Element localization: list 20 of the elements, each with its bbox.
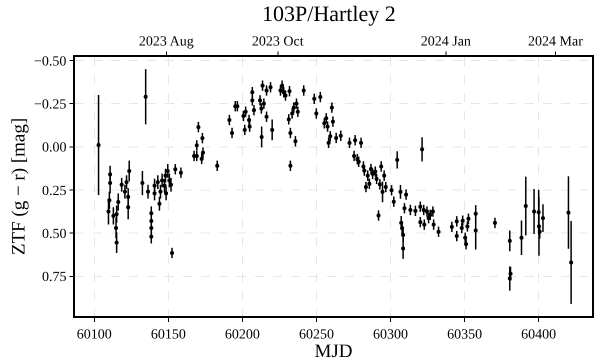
x2-tick-label: 2023 Aug xyxy=(138,34,194,50)
x2-tick-label: 2024 Jan xyxy=(420,34,471,50)
x-tick-label: 60400 xyxy=(521,328,556,343)
y-axis-title: ZTF (g − r) [mag] xyxy=(8,118,30,256)
y-tick-label: 0.00 xyxy=(42,140,66,156)
y-tick-label: −0.50 xyxy=(34,54,66,70)
x-axis-title: MJD xyxy=(314,341,353,362)
y-tick-label: 0.25 xyxy=(42,184,66,199)
x-tick-label: 60350 xyxy=(447,328,482,343)
x2-tick-label: 2024 Mar xyxy=(528,34,584,50)
x-tick-label: 60100 xyxy=(76,328,112,343)
x-tick-label: 60200 xyxy=(224,328,260,343)
x-tick-label: 60300 xyxy=(373,328,408,343)
y-tick-label: −0.25 xyxy=(34,98,66,113)
chart-title: 103P/Hartley 2 xyxy=(262,0,396,26)
y-tick-label: 0.50 xyxy=(42,227,66,242)
x-tick-label: 60250 xyxy=(298,328,334,343)
y-tick-label: 0.75 xyxy=(42,270,66,286)
x2-tick-label: 2023 Oct xyxy=(252,34,304,50)
x-tick-label: 60150 xyxy=(150,328,186,343)
